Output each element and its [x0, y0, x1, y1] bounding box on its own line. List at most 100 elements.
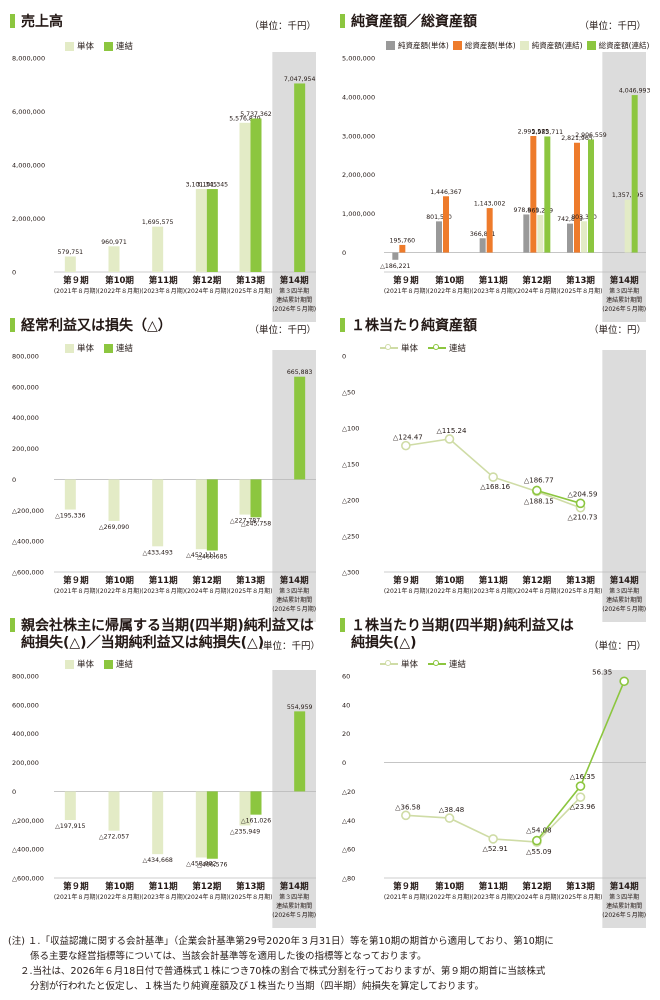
x-tick-label: 第11期: [149, 881, 178, 892]
legend-item: 純資産額(連結): [519, 40, 583, 51]
x-tick-label: 第９期: [393, 881, 419, 892]
bar: [624, 199, 631, 253]
x-tick-label: 第12期: [192, 881, 221, 892]
x-tick-label: (2025年８月期): [559, 893, 603, 901]
data-label: 960,971: [101, 239, 127, 246]
x-tick-label: (2024年８月期): [515, 287, 559, 295]
y-tick-label: 40: [342, 701, 350, 709]
bar: [574, 142, 580, 253]
bar: [294, 376, 306, 480]
x-tick-label: 連結累計期間: [606, 296, 642, 304]
data-label: 2,821,965: [561, 135, 593, 142]
data-label: △466,576: [197, 862, 227, 869]
chart-title: １株当たり純資産額: [340, 318, 477, 335]
data-label: △433,493: [142, 549, 172, 556]
x-tick-label: (2024年８月期): [185, 587, 229, 595]
bar: [294, 83, 306, 273]
bar: [239, 791, 251, 826]
net-income-chart-panel: 親会社株主に帰属する当期(四半期)純利益又は 純損失(△)／当期純利益又は純損失(…: [10, 618, 320, 928]
x-tick-label: (2023年８月期): [471, 587, 515, 595]
x-tick-label: (2024年８月期): [515, 893, 559, 901]
data-label: 5,737,362: [240, 111, 272, 118]
bar: [239, 479, 251, 515]
legend-item: 単体: [65, 40, 94, 52]
y-tick-label: 4,000,000: [12, 162, 45, 170]
x-tick-label: (2023年８月期): [471, 287, 515, 295]
x-tick-label: 第３四半期: [279, 587, 309, 595]
y-tick-label: △150: [342, 461, 359, 469]
x-tick-label: (2021年８月期): [384, 893, 428, 901]
x-tick-label: 連結累計期間: [606, 596, 642, 604]
data-label: 2,906,559: [575, 132, 607, 139]
x-tick-label: (2023年８月期): [141, 893, 185, 901]
y-tick-label: △400,000: [12, 846, 44, 854]
series-line: [536, 489, 581, 505]
x-tick-label: (2025年８月期): [559, 587, 603, 595]
y-tick-label: △200,000: [12, 507, 44, 515]
data-point: [575, 792, 586, 802]
x-tick-label: 第12期: [192, 275, 221, 286]
x-tick-label: 第13期: [566, 275, 595, 286]
data-label: 579,751: [58, 249, 84, 256]
x-tick-label: 連結累計期間: [276, 902, 312, 910]
x-tick-label: 第10期: [105, 275, 134, 286]
x-tick-label: 第９期: [393, 275, 419, 286]
chart-legend: 単体 連結: [380, 342, 466, 354]
data-label: △458,002: [186, 861, 216, 868]
bar: [152, 791, 164, 855]
legend-item: 連結: [428, 658, 466, 670]
y-tick-label: △200: [342, 497, 359, 505]
legend-swatch: [104, 659, 114, 669]
data-point: [444, 434, 455, 444]
data-label: △245,758: [241, 520, 271, 527]
footnote-line: 係る主要な経営指標等については、当該会計基準等を適用した後の指標等となっておりま…: [30, 951, 427, 962]
bps-chart-panel: １株当たり純資産額 （単位：円） 単体 連結 0 △50 △100 △150 △200 △2…: [340, 318, 650, 622]
data-label: 1,143,002: [474, 201, 506, 208]
bar: [294, 711, 306, 792]
sales-chart: 8,000,000 6,000,000 4,000,000 2,000,000 0 第９期…: [12, 52, 316, 322]
data-label: 665,883: [287, 369, 313, 376]
bar: [479, 238, 486, 253]
x-tick-label: 第３四半期: [609, 893, 639, 901]
x-tick-label: (2021年８月期): [54, 587, 98, 595]
x-tick-label: (2026年５月期): [272, 605, 316, 613]
bar: [392, 252, 399, 260]
data-label: 3,101,345: [197, 182, 229, 189]
x-tick-label: 第13期: [236, 881, 265, 892]
x-tick-label: (2022年８月期): [428, 893, 472, 901]
legend-swatch: [519, 41, 529, 50]
highlight-column: [602, 670, 646, 928]
net-assets-chart: 5,000,000 4,000,000 3,000,000 2,000,000 1,00…: [342, 52, 650, 322]
y-tick-label: △40: [342, 817, 355, 825]
chart-legend: 単体 連結: [65, 342, 133, 354]
footnote-line: 分割が行われたと仮定し、１株当たり純資産額及び１株当たり当期（四半期）純損失を算…: [30, 981, 485, 992]
y-tick-label: △80: [342, 875, 355, 883]
x-tick-label: 第９期: [63, 881, 89, 892]
legend-item: 単体: [65, 342, 94, 354]
data-label: △186.77: [524, 476, 554, 484]
chart-legend: 単体 連結: [380, 658, 466, 670]
x-tick-label: 第14期: [280, 575, 309, 586]
x-tick-label: (2023年８月期): [141, 287, 185, 295]
chart-title: 親会社株主に帰属する当期(四半期)純利益又は 純損失(△)／当期純利益又は純損失(…: [10, 618, 314, 652]
x-tick-label: (2023年８月期): [471, 893, 515, 901]
legend-label: 単体: [77, 42, 95, 52]
data-label: △204.59: [568, 490, 598, 498]
legend-item: 総資産額(単体): [452, 40, 516, 51]
legend-item: 連結: [104, 658, 133, 670]
y-tick-label: △400,000: [12, 538, 44, 546]
data-label: 1,695,575: [142, 219, 174, 226]
legend-label: 連結: [449, 344, 467, 354]
x-tick-label: (2024年８月期): [515, 587, 559, 595]
data-label: △195,336: [55, 513, 85, 520]
data-label: 366,861: [470, 231, 496, 238]
y-tick-label: 6,000,000: [12, 108, 45, 116]
x-tick-label: (2022年８月期): [428, 587, 472, 595]
x-tick-label: 第10期: [435, 575, 464, 586]
data-label: 5,576,879: [229, 115, 261, 122]
data-point: [488, 472, 498, 482]
y-tick-label: 0: [342, 353, 346, 361]
bar: [530, 135, 537, 253]
data-label: 3,101,345: [186, 182, 218, 189]
legend-label: 単体: [77, 344, 95, 354]
